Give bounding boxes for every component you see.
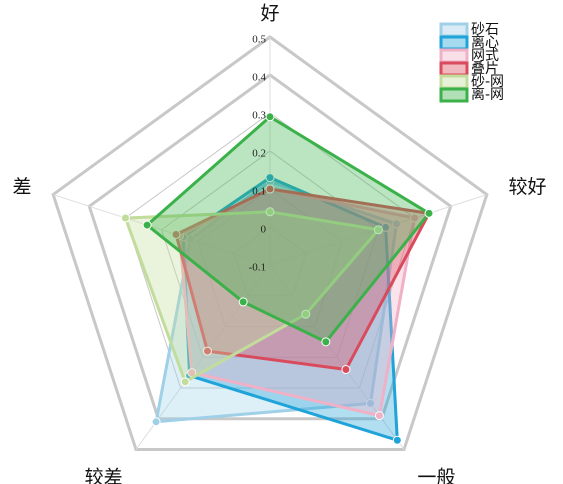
tick-label: -0.1 <box>249 262 266 274</box>
tick-label: 0.3 <box>252 110 266 122</box>
axis-label: 较差 <box>85 466 123 484</box>
point <box>391 219 401 229</box>
series-area <box>123 210 380 384</box>
axis-label: 一般 <box>417 466 455 484</box>
legend-label: 离-网 <box>471 86 504 103</box>
legend-label: 离心 <box>471 34 499 51</box>
point <box>171 229 181 239</box>
point <box>202 346 212 356</box>
point <box>321 337 331 347</box>
spoke <box>53 194 271 266</box>
tick-label: 0.1 <box>252 186 266 198</box>
grid-ring <box>233 226 307 297</box>
legend-label: 网式 <box>471 48 499 64</box>
legend-swatch <box>439 48 469 64</box>
series-area <box>154 179 398 424</box>
point <box>374 411 384 421</box>
point <box>265 112 275 122</box>
point <box>238 297 248 307</box>
tick-label: 0 <box>261 224 267 236</box>
grid-ring <box>197 188 343 327</box>
point <box>301 309 311 319</box>
point <box>265 207 275 217</box>
legend-label: 砂-网 <box>471 74 504 90</box>
point <box>392 435 402 445</box>
legend-swatch <box>439 35 469 51</box>
axis-label: 差 <box>12 176 31 198</box>
grid-ring <box>87 73 453 421</box>
tick-label: 0.2 <box>252 148 266 160</box>
point <box>341 365 351 375</box>
point <box>410 213 420 223</box>
tick-label: 0.5 <box>252 34 266 46</box>
point <box>265 184 275 194</box>
legend-swatch <box>439 22 469 38</box>
grid-ring <box>51 35 489 451</box>
point <box>366 398 376 408</box>
point <box>424 208 434 218</box>
axis-label: 好 <box>260 3 279 25</box>
legend-label: 砂石 <box>471 22 499 38</box>
series-area <box>174 187 431 372</box>
legend-swatch <box>439 87 469 103</box>
grid-ring <box>124 112 416 389</box>
legend-label: 叠片 <box>471 61 499 77</box>
legend-swatch <box>439 61 469 77</box>
tick-label: 0.4 <box>252 72 266 84</box>
point <box>120 213 130 223</box>
point <box>180 377 190 387</box>
point <box>373 225 383 235</box>
point <box>265 173 275 183</box>
point <box>151 417 161 427</box>
series-area <box>178 187 417 418</box>
series-area <box>145 115 431 344</box>
legend-swatch <box>439 74 469 90</box>
point <box>142 220 152 230</box>
axis-label: 较好 <box>509 176 547 198</box>
